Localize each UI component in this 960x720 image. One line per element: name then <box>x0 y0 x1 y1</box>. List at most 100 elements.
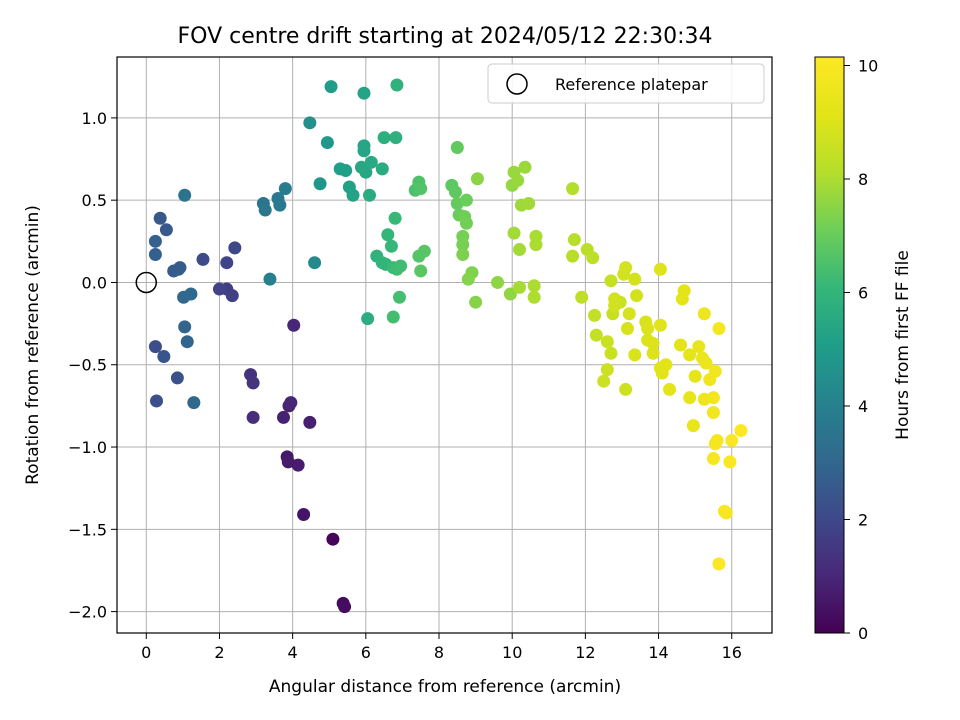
data-point <box>566 182 580 196</box>
data-point <box>653 318 667 332</box>
data-point <box>159 223 173 237</box>
data-point <box>212 282 226 296</box>
data-point <box>414 264 428 278</box>
plot-frame <box>116 56 773 634</box>
y-tick-label: 0.5 <box>82 191 107 210</box>
data-point <box>263 272 277 286</box>
data-point <box>375 162 389 176</box>
data-point <box>184 287 198 301</box>
data-point <box>653 262 667 276</box>
data-point <box>326 532 340 546</box>
data-point <box>246 410 260 424</box>
data-point <box>522 196 536 210</box>
data-point <box>604 346 618 360</box>
data-point <box>600 363 614 377</box>
data-point <box>228 241 242 255</box>
data-point <box>308 256 322 270</box>
x-tick-label: 14 <box>648 643 668 662</box>
data-point <box>567 233 581 247</box>
chart-title: FOV centre drift starting at 2024/05/12 … <box>178 24 713 49</box>
data-point <box>392 290 406 304</box>
data-point <box>276 410 290 424</box>
x-tick-label: 0 <box>141 643 151 662</box>
data-point <box>180 335 194 349</box>
data-point <box>734 424 748 438</box>
grid-lines <box>117 57 772 633</box>
x-tick-label: 8 <box>434 643 444 662</box>
data-point <box>456 247 470 261</box>
data-point <box>513 280 527 294</box>
data-point <box>187 396 201 410</box>
data-point <box>148 234 162 248</box>
data-point <box>491 275 505 289</box>
data-point <box>246 376 260 390</box>
colorbar-ticks: 0 2 4 6 8 10 <box>844 57 878 643</box>
x-tick-label: 6 <box>361 643 371 662</box>
colorbar: 0 2 4 6 8 10 Hours from first FF file <box>814 56 913 643</box>
data-point <box>148 247 162 261</box>
data-point <box>338 600 352 614</box>
data-point <box>699 356 713 370</box>
data-point <box>597 374 611 388</box>
data-point <box>414 182 428 196</box>
data-point <box>712 557 726 571</box>
data-point <box>511 173 525 187</box>
data-point <box>291 458 305 472</box>
data-point <box>173 261 187 275</box>
data-point <box>620 322 634 336</box>
data-point <box>359 165 373 179</box>
y-tick-label: 1.0 <box>82 109 107 128</box>
data-point <box>357 86 371 100</box>
data-point <box>361 312 375 326</box>
data-point <box>608 292 622 306</box>
data-point <box>417 244 431 258</box>
data-point <box>297 508 311 522</box>
data-point <box>604 274 618 288</box>
data-point <box>725 433 739 447</box>
data-point <box>394 259 408 273</box>
y-axis-label: Rotation from reference (arcmin) <box>23 205 43 485</box>
x-tick-label: 10 <box>502 643 522 662</box>
data-point <box>377 131 391 145</box>
data-point <box>170 371 184 385</box>
data-point <box>674 338 688 352</box>
y-tick-label: −1.0 <box>68 438 107 457</box>
data-point <box>284 396 298 410</box>
data-point <box>589 328 603 342</box>
x-axis-label: Angular distance from reference (arcmin) <box>269 677 621 697</box>
data-point <box>683 348 697 362</box>
data-point <box>470 172 484 186</box>
data-point <box>675 292 689 306</box>
data-point <box>320 136 334 150</box>
data-point <box>346 188 360 202</box>
data-point <box>303 116 317 130</box>
data-point <box>646 346 660 360</box>
data-point <box>692 340 706 354</box>
data-point <box>712 322 726 336</box>
data-point <box>688 369 702 383</box>
data-point <box>575 290 589 304</box>
data-point <box>513 243 527 257</box>
data-point <box>628 348 642 362</box>
data-point <box>566 249 580 263</box>
reference-marker <box>135 271 158 294</box>
data-point <box>641 322 655 336</box>
data-point <box>384 239 398 253</box>
data-points <box>148 78 748 614</box>
data-point <box>622 307 636 321</box>
data-point <box>362 188 376 202</box>
data-point <box>178 188 192 202</box>
data-point <box>659 358 673 372</box>
y-tick-label: −1.5 <box>68 520 107 539</box>
data-point <box>220 256 234 270</box>
data-point <box>586 251 600 265</box>
colorbar-tick-label: 4 <box>858 397 868 416</box>
data-point <box>364 155 378 169</box>
legend: Reference platepar <box>487 63 765 104</box>
data-point <box>588 308 602 322</box>
x-tick-label: 4 <box>288 643 298 662</box>
data-point <box>324 80 338 94</box>
data-point <box>683 391 697 405</box>
legend-box <box>487 63 765 104</box>
data-point <box>529 238 543 252</box>
